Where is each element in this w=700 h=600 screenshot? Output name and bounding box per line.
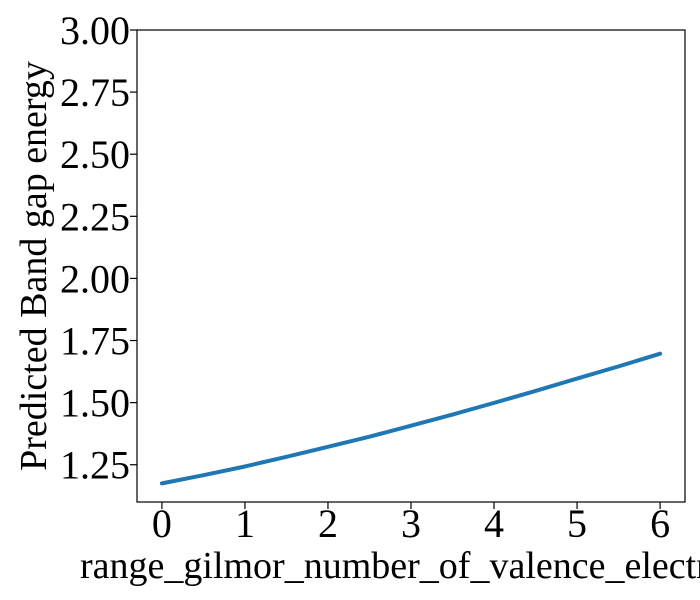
y-tick-label: 1.75 [60,319,130,364]
y-tick-label: 2.50 [60,132,130,177]
y-tick-label: 2.00 [60,256,130,301]
x-axis-title: range_gilmor_number_of_valence_electr [80,545,700,587]
x-axis: 0 1 2 3 4 5 6 [152,501,670,546]
series-line [159,351,663,486]
y-tick-label: 2.25 [60,194,130,239]
plot-frame [136,29,686,503]
y-tick-label: 2.75 [60,70,130,115]
x-tick-label: 4 [484,501,504,546]
x-tick-label: 3 [401,501,421,546]
x-tick-label: 1 [235,501,255,546]
series-layer [159,351,663,486]
y-axis-title: Predicted Band gap energy [13,61,55,471]
x-tick-label: 0 [152,501,172,546]
y-tick-label: 1.50 [60,381,130,426]
y-tick-label: 3.00 [60,8,130,53]
x-tick-label: 6 [650,501,670,546]
y-axis: 1.25 1.50 1.75 2.00 2.25 2.50 2.75 3.00 [60,8,137,488]
y-tick-label: 1.25 [60,443,130,488]
x-tick-label: 2 [318,501,338,546]
x-tick-label: 5 [567,501,587,546]
